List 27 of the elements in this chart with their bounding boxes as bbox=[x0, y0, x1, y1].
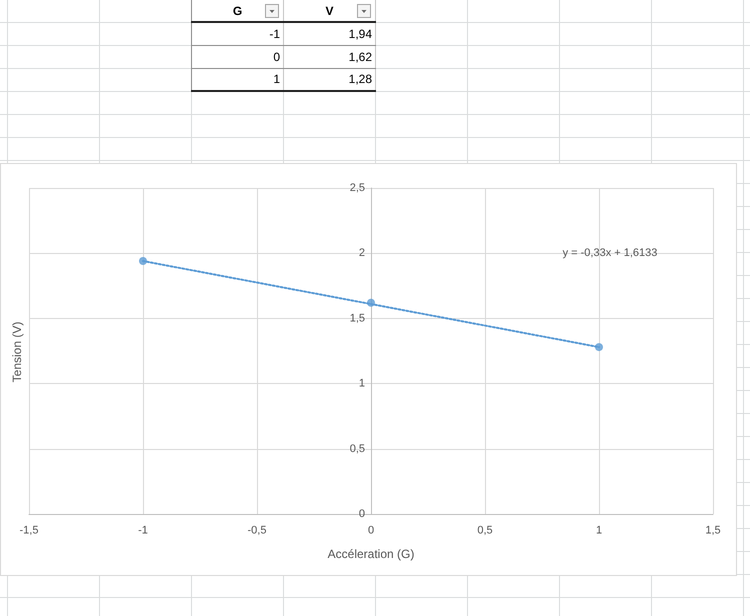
x-tick-label: -0,5 bbox=[248, 524, 266, 536]
y-axis-title: Tension (V) bbox=[10, 322, 24, 382]
text: 1,62 bbox=[284, 45, 376, 68]
x-tick-label: 1,5 bbox=[705, 524, 721, 536]
text: -1 bbox=[192, 22, 284, 45]
text: 1,28 bbox=[284, 68, 376, 91]
y-tick-label: 0 bbox=[358, 508, 365, 520]
text: 0 bbox=[192, 45, 284, 68]
text: G bbox=[192, 0, 284, 22]
annotation: y = -0,33x + 1,6133 bbox=[562, 247, 658, 260]
y-tick-label: 1,5 bbox=[350, 312, 365, 324]
y-tick-label: 0,5 bbox=[350, 442, 365, 455]
x-tick-label: 1 bbox=[596, 524, 602, 536]
text: V bbox=[284, 0, 376, 22]
x-tick-label: -1,5 bbox=[20, 524, 38, 536]
point bbox=[595, 343, 603, 352]
point bbox=[139, 257, 147, 266]
text: 1,94 bbox=[284, 22, 376, 45]
text: 1 bbox=[192, 68, 284, 91]
y-tick-label: 2,5 bbox=[350, 182, 365, 194]
x-tick-label: 0,5 bbox=[477, 524, 493, 536]
x-tick-label: 0 bbox=[368, 524, 374, 536]
x-tick-label: -1 bbox=[138, 524, 148, 536]
point bbox=[367, 298, 375, 307]
y-tick-label: 1 bbox=[358, 378, 365, 390]
y-tick-label: 2 bbox=[358, 247, 365, 260]
x-axis-title: Accéleration (G) bbox=[328, 547, 414, 561]
